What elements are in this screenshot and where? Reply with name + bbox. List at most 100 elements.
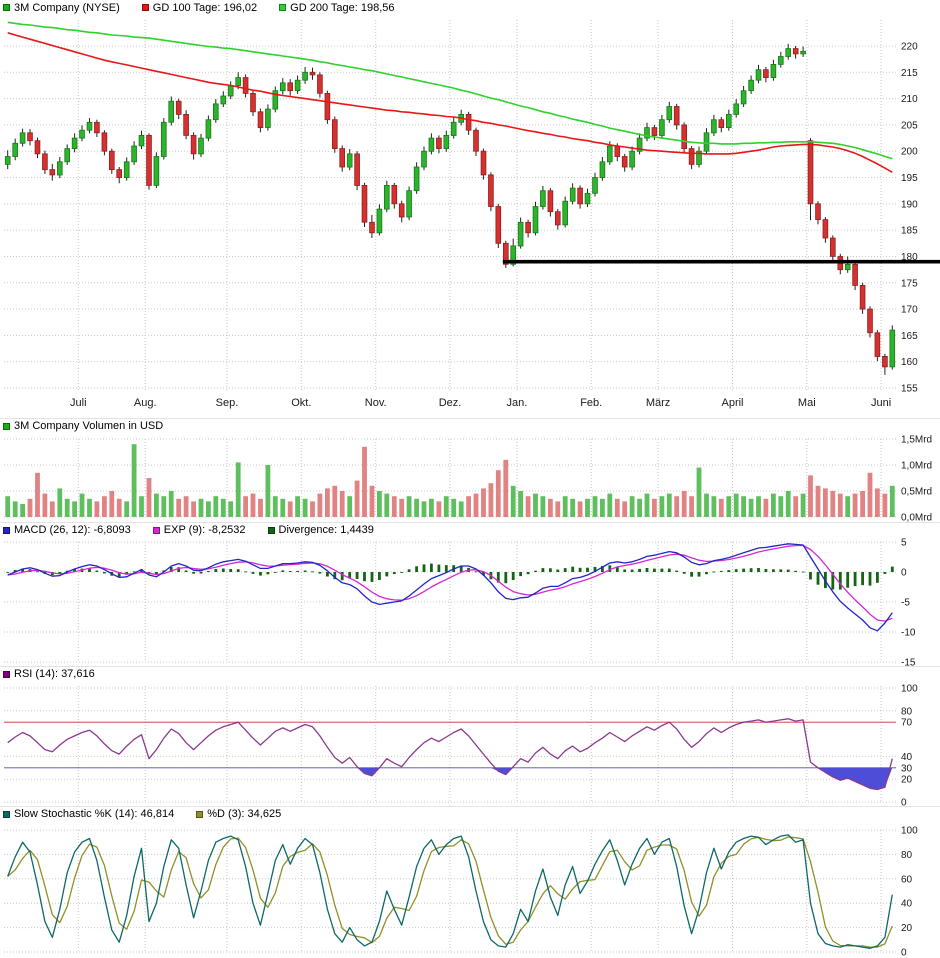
gd200-line [7, 21, 893, 160]
price-series-swatch-icon [3, 4, 10, 11]
svg-text:155: 155 [901, 383, 918, 394]
divergence-histogram [6, 563, 894, 590]
svg-text:170: 170 [901, 305, 918, 316]
divergence-label: Divergence: 1,4439 [278, 524, 374, 536]
price-series-label: 3M Company (NYSE) [14, 1, 120, 14]
stoch-d-swatch-icon [196, 810, 204, 818]
svg-text:0: 0 [901, 568, 907, 579]
rsi-label: RSI (14): 37,616 [14, 668, 95, 680]
stoch-d-label: %D (3): 34,625 [207, 808, 282, 820]
svg-text:-5: -5 [901, 598, 910, 609]
stoch-d-line [7, 836, 893, 948]
svg-text:205: 205 [901, 120, 918, 131]
svg-text:März: März [646, 397, 670, 409]
svg-text:Feb.: Feb. [580, 397, 602, 409]
divergence-swatch-icon [267, 526, 275, 534]
gd100-swatch-icon [141, 4, 149, 11]
rsi-legend: RSI (14): 37,616 [0, 666, 940, 680]
legend-item-macd: MACD (26, 12): -6,8093 [3, 524, 131, 536]
stoch-k-swatch-icon [3, 810, 10, 818]
stochastic-legend: Slow Stochastic %K (14): 46,814 %D (3): … [0, 806, 940, 820]
svg-text:Dez.: Dez. [439, 397, 462, 409]
svg-text:180: 180 [901, 252, 918, 263]
volume-legend: 3M Company Volumen in USD [0, 418, 940, 432]
svg-text:200: 200 [901, 147, 918, 158]
macd-label: MACD (26, 12): -6,8093 [14, 524, 131, 536]
svg-text:160: 160 [901, 357, 918, 368]
svg-text:Okt.: Okt. [291, 397, 311, 409]
svg-text:1,5Mrd: 1,5Mrd [901, 435, 932, 446]
rsi-swatch-icon [3, 670, 10, 678]
volume-bars [5, 444, 895, 517]
svg-text:1,0Mrd: 1,0Mrd [901, 461, 932, 472]
legend-item-gd200: GD 200 Tage: 198,56 [279, 1, 395, 14]
svg-text:0,0Mrd: 0,0Mrd [901, 513, 932, 523]
svg-text:215: 215 [901, 68, 918, 79]
svg-text:80: 80 [901, 706, 913, 717]
svg-text:190: 190 [901, 199, 918, 210]
svg-text:20: 20 [901, 923, 913, 934]
svg-text:April: April [721, 397, 743, 409]
svg-text:Jan.: Jan. [507, 397, 528, 409]
svg-text:Nov.: Nov. [365, 397, 387, 409]
legend-item-divergence: Divergence: 1,4439 [267, 524, 374, 536]
svg-text:100: 100 [901, 826, 918, 837]
support-line [502, 259, 940, 264]
svg-text:Sep.: Sep. [216, 397, 239, 409]
legend-item-stoch-d: %D (3): 34,625 [196, 808, 281, 820]
gd100-line [7, 32, 893, 173]
svg-text:5: 5 [901, 538, 907, 549]
rsi-oversold-fill [7, 767, 893, 790]
svg-text:Juni: Juni [871, 397, 891, 409]
gd200-label: GD 200 Tage: 198,56 [290, 1, 395, 14]
exp-signal-line [7, 544, 893, 622]
svg-text:210: 210 [901, 94, 918, 105]
exp-swatch-icon [152, 526, 160, 534]
gd200-swatch-icon [279, 4, 287, 11]
legend-item-price: 3M Company (NYSE) [3, 2, 120, 14]
legend-item-exp: EXP (9): -8,2532 [152, 524, 246, 536]
svg-text:0: 0 [901, 798, 907, 807]
exp-label: EXP (9): -8,2532 [163, 524, 246, 536]
svg-text:0,5Mrd: 0,5Mrd [901, 487, 932, 498]
macd-legend: MACD (26, 12): -6,8093 EXP (9): -8,2532 … [0, 522, 940, 536]
svg-text:70: 70 [901, 718, 913, 729]
svg-text:-10: -10 [901, 628, 916, 639]
legend-item-gd100: GD 100 Tage: 196,02 [141, 1, 258, 14]
svg-text:0: 0 [901, 948, 907, 958]
macd-swatch-icon [3, 526, 10, 534]
legend-item-volume: 3M Company Volumen in USD [3, 420, 163, 432]
legend-item-stoch-k: Slow Stochastic %K (14): 46,814 [3, 808, 174, 820]
svg-text:30: 30 [901, 763, 913, 774]
svg-text:100: 100 [901, 684, 918, 695]
gd100-label: GD 100 Tage: 196,02 [152, 1, 258, 14]
svg-text:40: 40 [901, 752, 913, 763]
svg-text:Mai: Mai [798, 397, 816, 409]
stoch-k-label: Slow Stochastic %K (14): 46,814 [14, 808, 175, 820]
svg-text:220: 220 [901, 42, 918, 53]
svg-text:165: 165 [901, 331, 918, 342]
rsi-line [7, 718, 893, 791]
price-legend: 3M Company (NYSE) GD 100 Tage: 196,02 GD… [0, 0, 940, 14]
svg-text:175: 175 [901, 278, 918, 289]
svg-text:185: 185 [901, 226, 918, 237]
svg-text:60: 60 [901, 874, 913, 885]
macd-line [7, 543, 893, 632]
stochastic-chart: 100 80 60 40 20 0 [4, 826, 918, 958]
candles [4, 43, 896, 375]
volume-swatch-icon [3, 422, 10, 430]
svg-text:40: 40 [901, 899, 913, 910]
legend-item-rsi: RSI (14): 37,616 [3, 668, 95, 680]
svg-text:20: 20 [901, 775, 913, 786]
svg-text:Aug.: Aug. [134, 397, 157, 409]
stoch-k-line [7, 834, 893, 949]
svg-text:80: 80 [901, 850, 913, 861]
svg-text:Juli: Juli [70, 397, 87, 409]
svg-text:-15: -15 [901, 658, 916, 667]
volume-label: 3M Company Volumen in USD [14, 420, 164, 432]
price-chart: 220 215 210 205 200 195 190 185 180 175 170 165 160 1… [4, 20, 940, 409]
macd-chart: 5 0 -5 -10 -15 [4, 538, 916, 667]
svg-text:195: 195 [901, 173, 918, 184]
